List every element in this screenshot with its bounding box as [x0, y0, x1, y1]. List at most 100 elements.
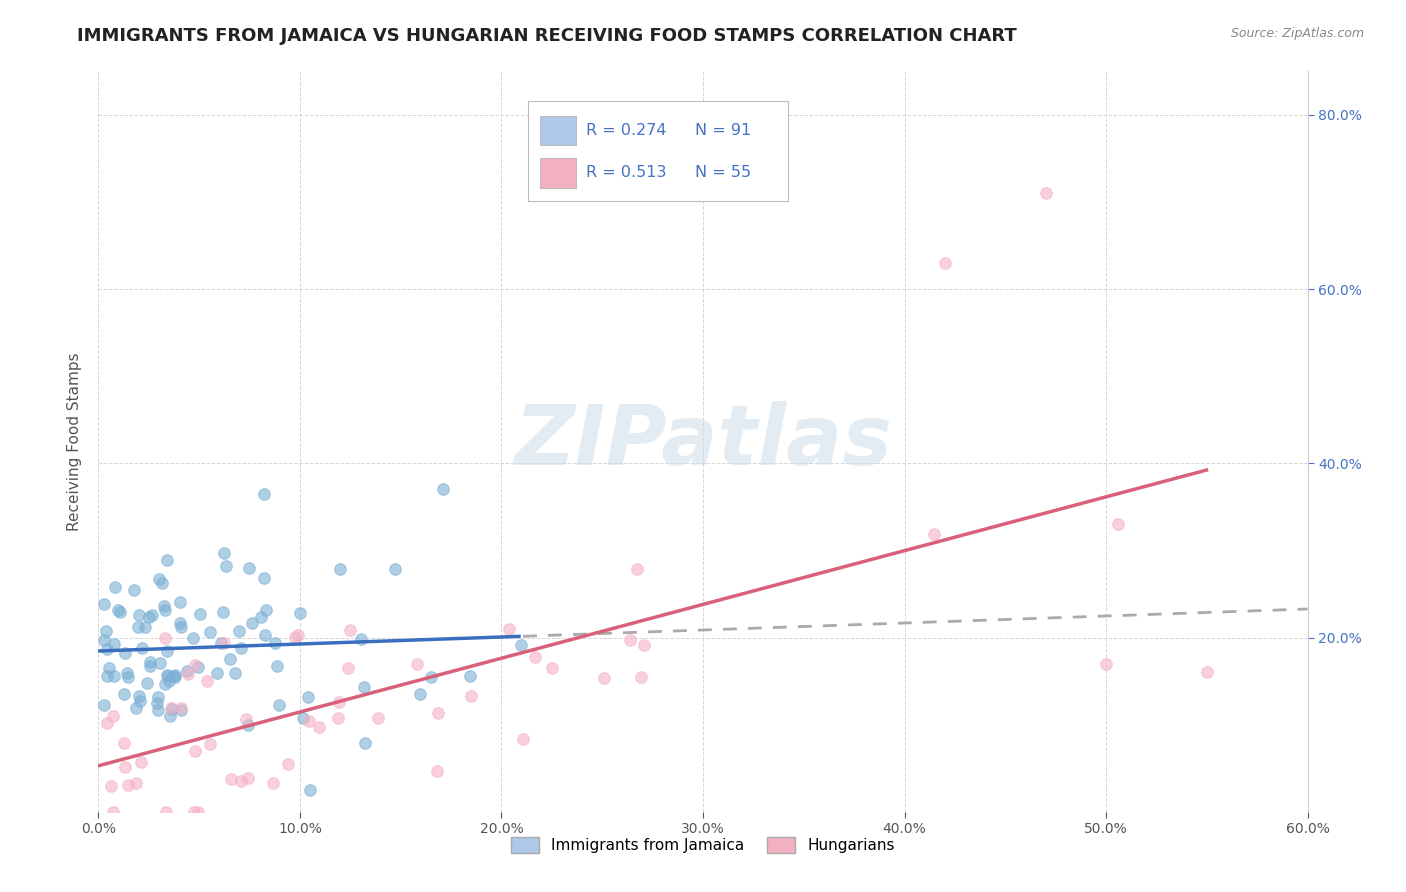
- Point: [146, 690, 169, 705]
- Point: [339, 623, 361, 637]
- Point: [253, 487, 276, 501]
- Point: [93, 698, 115, 712]
- Point: [626, 562, 648, 576]
- Point: [240, 616, 263, 631]
- Point: [200, 737, 222, 751]
- Point: [198, 625, 221, 640]
- Point: [328, 695, 350, 709]
- Point: [146, 697, 169, 711]
- Point: [122, 583, 145, 598]
- Point: [125, 701, 148, 715]
- FancyBboxPatch shape: [540, 158, 576, 187]
- Point: [219, 772, 242, 786]
- Point: [510, 638, 533, 652]
- Point: [135, 676, 157, 690]
- Point: [150, 576, 173, 591]
- Point: [128, 690, 150, 704]
- Point: [934, 256, 956, 270]
- Point: [110, 606, 132, 620]
- Legend: Immigrants from Jamaica, Hungarians: Immigrants from Jamaica, Hungarians: [505, 830, 901, 860]
- Point: [177, 666, 200, 681]
- Point: [155, 632, 177, 646]
- FancyBboxPatch shape: [527, 101, 787, 201]
- Point: [117, 665, 139, 680]
- Point: [101, 805, 124, 819]
- Point: [235, 712, 257, 726]
- Point: [103, 637, 125, 651]
- Point: [181, 631, 204, 645]
- Point: [353, 680, 375, 694]
- Point: [1107, 517, 1129, 532]
- Point: [337, 661, 360, 675]
- Text: ZIPatlas: ZIPatlas: [515, 401, 891, 482]
- Point: [156, 667, 179, 681]
- Point: [183, 805, 205, 819]
- Point: [93, 633, 115, 648]
- Point: [224, 665, 246, 680]
- Point: [160, 701, 183, 715]
- Point: [96, 669, 118, 683]
- Point: [263, 636, 285, 650]
- Point: [176, 665, 198, 679]
- Point: [165, 669, 187, 683]
- FancyBboxPatch shape: [540, 116, 576, 145]
- Point: [288, 606, 311, 620]
- Point: [630, 670, 652, 684]
- Point: [125, 776, 148, 790]
- Point: [297, 690, 319, 704]
- Point: [406, 657, 429, 671]
- Point: [155, 805, 177, 819]
- Point: [170, 701, 193, 715]
- Point: [249, 610, 271, 624]
- Point: [214, 546, 236, 560]
- Point: [254, 602, 277, 616]
- Point: [127, 620, 149, 634]
- Point: [155, 553, 177, 567]
- Point: [169, 620, 191, 634]
- Point: [107, 603, 129, 617]
- Point: [1035, 186, 1057, 201]
- Point: [1195, 665, 1218, 680]
- Point: [117, 670, 139, 684]
- Point: [148, 572, 170, 586]
- Point: [426, 764, 449, 778]
- Point: [419, 670, 441, 684]
- Point: [541, 661, 564, 675]
- Point: [266, 659, 288, 673]
- Point: [149, 657, 172, 671]
- Point: [308, 720, 330, 734]
- Point: [212, 635, 235, 649]
- Point: [212, 606, 235, 620]
- Point: [129, 755, 152, 769]
- Point: [138, 610, 160, 624]
- Point: [153, 676, 176, 690]
- Point: [326, 711, 349, 725]
- Text: Source: ZipAtlas.com: Source: ZipAtlas.com: [1230, 27, 1364, 40]
- Point: [114, 646, 136, 660]
- Point: [98, 660, 121, 674]
- Point: [159, 709, 181, 723]
- Point: [128, 608, 150, 623]
- Point: [523, 649, 546, 664]
- Point: [432, 482, 454, 496]
- Point: [384, 562, 406, 576]
- Point: [205, 665, 228, 680]
- Point: [229, 641, 252, 656]
- Point: [353, 736, 375, 750]
- Point: [187, 659, 209, 673]
- Point: [228, 624, 250, 639]
- Point: [104, 580, 127, 594]
- Point: [498, 622, 520, 636]
- Point: [287, 628, 309, 642]
- Point: [262, 776, 284, 790]
- Point: [633, 638, 655, 652]
- Point: [169, 615, 191, 630]
- Point: [139, 659, 162, 673]
- Text: IMMIGRANTS FROM JAMAICA VS HUNGARIAN RECEIVING FOOD STAMPS CORRELATION CHART: IMMIGRANTS FROM JAMAICA VS HUNGARIAN REC…: [77, 27, 1017, 45]
- Point: [922, 527, 945, 541]
- Point: [253, 571, 276, 585]
- Point: [94, 624, 117, 639]
- Point: [114, 760, 136, 774]
- Point: [159, 701, 181, 715]
- Point: [93, 597, 115, 611]
